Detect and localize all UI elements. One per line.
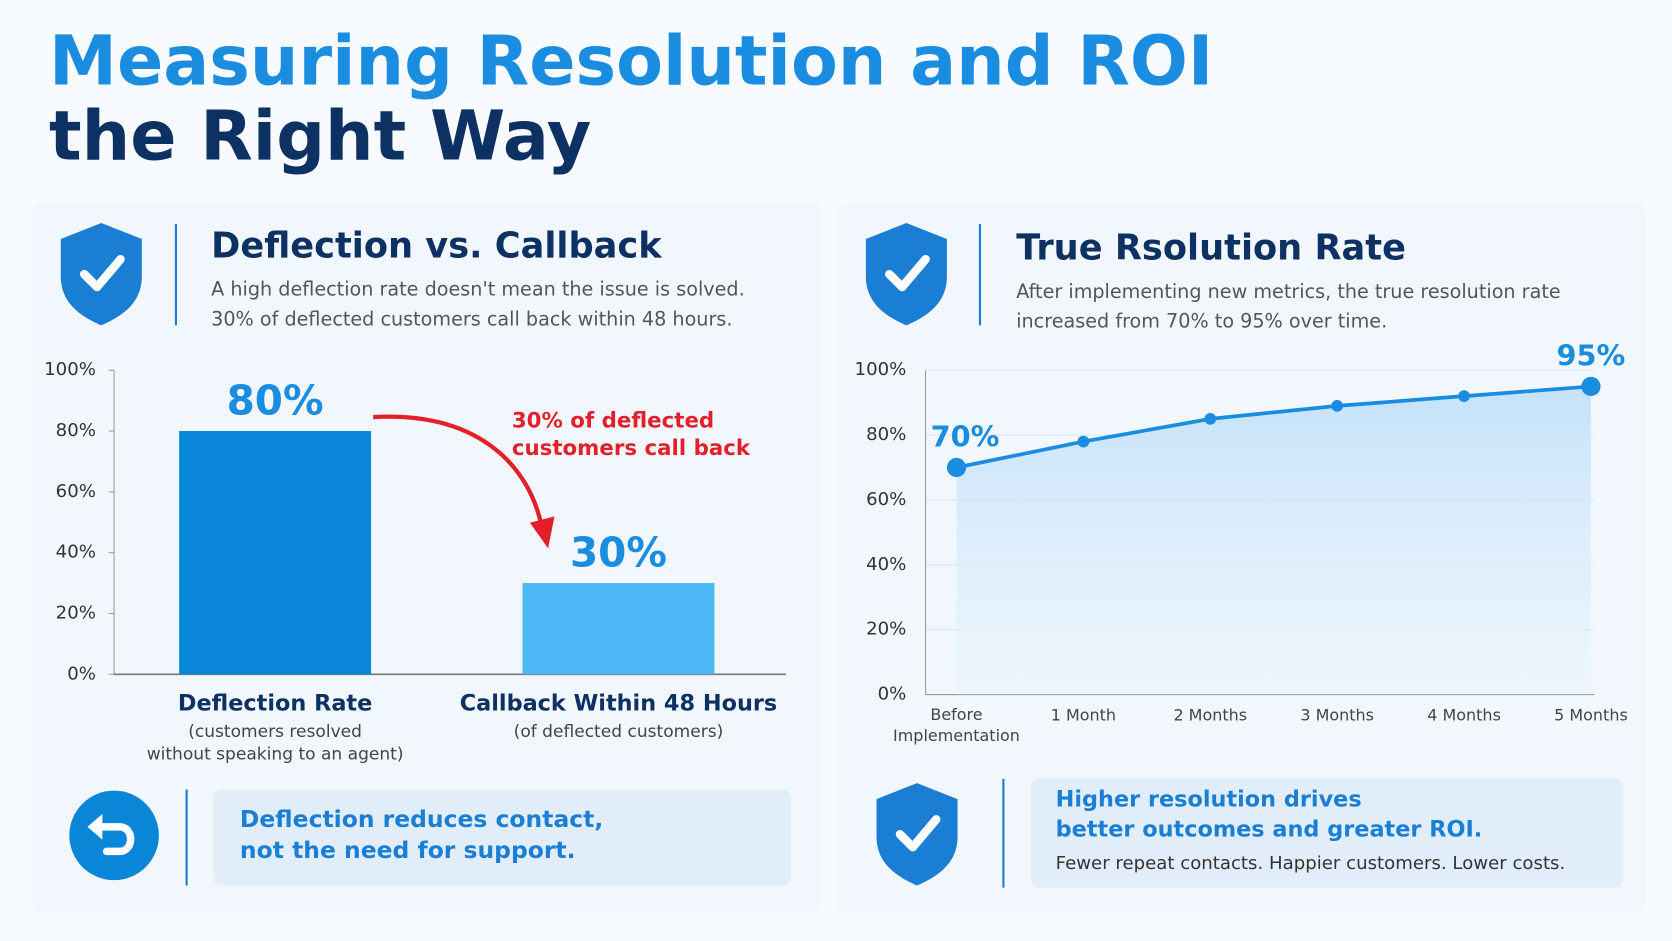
x-tick-label: 5 Months bbox=[1554, 705, 1628, 724]
value-label: 70% bbox=[931, 420, 1000, 454]
callout-text: Fewer repeat contacts. Happier customers… bbox=[1056, 853, 1566, 874]
y-tick-label: 100% bbox=[855, 359, 907, 380]
callout-heading: better outcomes and greater ROI. bbox=[1056, 817, 1483, 843]
page-title: the Right Way bbox=[49, 97, 591, 176]
y-tick-label: 40% bbox=[866, 554, 906, 575]
callout-text: not the need for support. bbox=[240, 836, 576, 864]
chart-subtitle: increased from 70% to 95% over time. bbox=[1016, 310, 1387, 333]
y-tick-label: 0% bbox=[67, 663, 96, 684]
point bbox=[1458, 390, 1470, 403]
area bbox=[956, 386, 1591, 695]
chart-title: True Rsolution Rate bbox=[1016, 228, 1406, 269]
value-label: 80% bbox=[227, 376, 324, 424]
line bbox=[956, 384, 1592, 470]
y-tick-label: 40% bbox=[56, 542, 96, 563]
y-tick-label: 80% bbox=[866, 424, 906, 445]
arrow-head bbox=[529, 516, 555, 549]
x-tick-label: 3 Months bbox=[1300, 705, 1374, 724]
category-label: Callback Within 48 Hours bbox=[460, 691, 777, 717]
chart-subtitle: After implementing new metrics, the true… bbox=[1016, 280, 1560, 303]
annotation: customers call back bbox=[512, 436, 751, 461]
chart-subtitle: 30% of deflected customers call back wit… bbox=[211, 308, 732, 331]
point bbox=[1331, 400, 1344, 412]
annotation: 30% of deflected bbox=[512, 408, 714, 433]
callout-heading: Higher resolution drives bbox=[1056, 787, 1362, 813]
chart-title: Deflection vs. Callback bbox=[211, 226, 663, 267]
panel bbox=[31, 202, 822, 913]
page-title: Measuring Resolution and ROI bbox=[49, 23, 1213, 102]
return-icon bbox=[69, 790, 159, 881]
chart-subtitle: A high deflection rate doesn't mean the … bbox=[211, 278, 745, 301]
return-icon-glyph bbox=[92, 823, 135, 856]
x-tick-label: 4 Months bbox=[1427, 705, 1501, 724]
category-label: Deflection Rate bbox=[178, 691, 372, 717]
category-note: (customers resolved bbox=[188, 722, 362, 742]
y-tick-label: 60% bbox=[866, 489, 906, 510]
x-tick-label-line: Before bbox=[930, 704, 982, 723]
callout-box bbox=[213, 789, 792, 886]
return-icon-glyph bbox=[87, 814, 103, 840]
x-tick-label: 1 Month bbox=[1051, 705, 1116, 724]
x-tick-label: 2 Months bbox=[1173, 705, 1247, 724]
arrow bbox=[373, 414, 546, 540]
category-note: (of deflected customers) bbox=[514, 722, 724, 742]
x-tick-label-line: Implementation bbox=[893, 726, 1020, 745]
y-tick-label: 0% bbox=[878, 684, 907, 705]
value-label: 30% bbox=[570, 528, 667, 576]
y-tick-label: 100% bbox=[44, 359, 96, 380]
x-tick-label: Before Implementation bbox=[893, 704, 1020, 744]
point bbox=[1077, 435, 1090, 448]
value-label: 95% bbox=[1557, 339, 1626, 373]
point bbox=[1204, 412, 1217, 425]
y-tick-label: 20% bbox=[866, 619, 906, 640]
y-tick-label: 80% bbox=[56, 420, 96, 441]
y-tick-label: 60% bbox=[56, 481, 96, 502]
bar bbox=[179, 431, 372, 675]
point bbox=[1581, 376, 1601, 397]
callout-box bbox=[1031, 777, 1623, 888]
callout-text: Deflection reduces contact, bbox=[240, 805, 603, 833]
bar bbox=[522, 583, 715, 675]
y-tick-label: 20% bbox=[56, 602, 96, 623]
category-note: without speaking to an agent) bbox=[147, 744, 404, 764]
point bbox=[946, 457, 967, 478]
